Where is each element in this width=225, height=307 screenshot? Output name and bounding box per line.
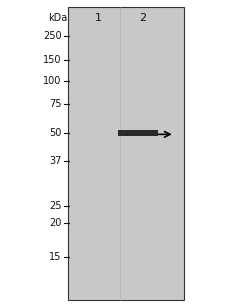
Text: 50: 50	[49, 128, 61, 138]
Text: 25: 25	[49, 201, 61, 211]
Text: 15: 15	[49, 252, 61, 262]
Text: 2: 2	[139, 13, 146, 23]
Text: 250: 250	[43, 31, 61, 41]
Text: 20: 20	[49, 218, 61, 228]
Text: 37: 37	[49, 156, 61, 166]
Text: 100: 100	[43, 76, 61, 86]
Text: 75: 75	[49, 99, 61, 109]
Text: 150: 150	[43, 55, 61, 65]
Text: kDa: kDa	[48, 13, 68, 23]
FancyBboxPatch shape	[68, 7, 184, 300]
FancyBboxPatch shape	[118, 130, 158, 136]
Text: 1: 1	[94, 13, 101, 23]
